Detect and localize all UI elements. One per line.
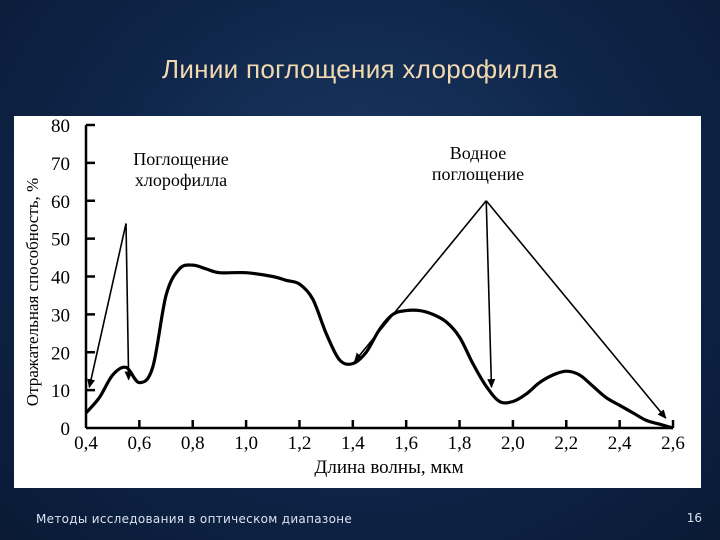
annotation-arrow [87, 223, 127, 389]
annotation-arrow [485, 200, 667, 419]
tick-labels: 0 10 20 30 40 50 60 70 80 0,4 0,6 0,8 1,0 1,2 1,4 1,6 1,… [51, 116, 685, 454]
x-tick-label: 0,6 [127, 433, 151, 454]
y-tick-label: 20 [51, 343, 70, 364]
series [84, 263, 674, 430]
x-tick-label: 1,2 [288, 433, 312, 454]
reflectance-chart: 0 10 20 30 40 50 60 70 80 0,4 0,6 0,8 1,0 1,2 1,4 1,6 1,… [23, 116, 685, 478]
slide-title: Линии поглощения хлорофилла [162, 54, 558, 84]
x-tick-label: 2,6 [661, 433, 685, 454]
x-axis-label: Длина волны, мкм [314, 457, 463, 478]
x-tick-label: 2,0 [501, 433, 525, 454]
x-tick-label: 1,4 [341, 433, 365, 454]
y-tick-label: 30 [51, 305, 70, 326]
reflectance-curve [84, 263, 674, 430]
annotation-label: поглощение [432, 164, 524, 184]
annotation-label: Поглощение [133, 149, 229, 169]
annotation-arrow [124, 223, 133, 381]
x-tick-label: 1,6 [394, 433, 418, 454]
y-axis-label: Отражательная способность, % [23, 178, 42, 406]
x-tick-label: 2,4 [608, 433, 632, 454]
annotation-label: Водное [450, 143, 507, 163]
x-tick-label: 2,2 [554, 433, 578, 454]
y-tick-label: 80 [51, 116, 70, 137]
y-tick-label: 70 [51, 154, 70, 175]
y-tick-label: 60 [51, 192, 70, 213]
annotation-label: хлорофилла [135, 170, 227, 190]
chart-panel: 0 10 20 30 40 50 60 70 80 0,4 0,6 0,8 1,0 1,2 1,4 1,6 1,… [14, 116, 701, 488]
page-number: 16 [686, 511, 702, 525]
annotation-arrow [485, 200, 496, 389]
y-tick-label: 0 [61, 419, 71, 440]
x-tick-label: 0,4 [74, 433, 98, 454]
x-tick-label: 1,0 [234, 433, 258, 454]
footer-text: Методы исследования в оптическом диапазо… [36, 512, 353, 526]
x-tick-label: 1,8 [448, 433, 472, 454]
y-tick-label: 10 [51, 381, 70, 402]
x-tick-label: 0,8 [181, 433, 205, 454]
annotation-arrow [354, 200, 487, 363]
y-tick-label: 50 [51, 230, 70, 251]
y-tick-label: 40 [51, 268, 70, 289]
